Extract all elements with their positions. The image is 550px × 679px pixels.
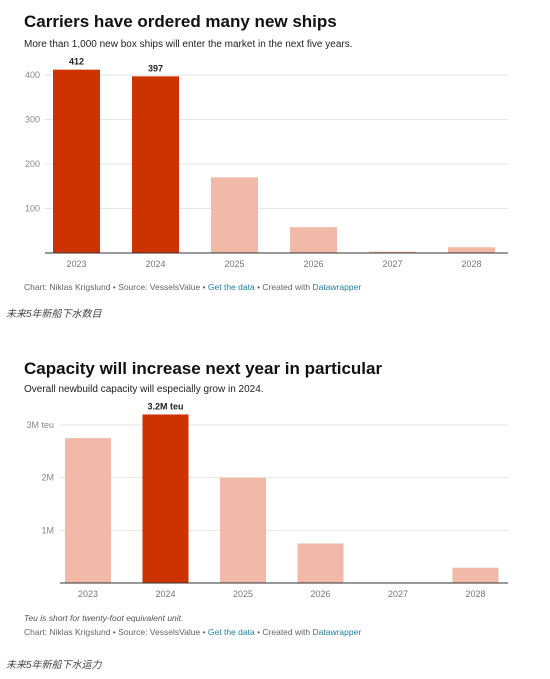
bar-2023 <box>65 438 111 583</box>
image-caption: 未来5年新船下水数目 <box>6 309 102 320</box>
y-tick-label: 200 <box>25 159 40 169</box>
bar-2026 <box>290 227 337 253</box>
x-tick-label: 2023 <box>66 259 86 269</box>
y-tick-label: 1M <box>41 525 54 535</box>
chart-title: Carriers have ordered many new ships <box>24 12 337 31</box>
y-tick-label: 400 <box>25 70 40 80</box>
datawrapper-link[interactable]: Datawrapper <box>312 627 362 637</box>
bar-2027 <box>369 251 416 253</box>
x-tick-label: 2026 <box>303 259 323 269</box>
bar-2024 <box>132 76 179 254</box>
chart-credits: Chart: Niklas Krigslund • Source: Vessel… <box>24 627 361 637</box>
bar-2028 <box>448 247 495 253</box>
bar-2028 <box>452 567 499 583</box>
y-tick-label: 2M <box>41 473 54 483</box>
data-label: 412 <box>69 57 84 67</box>
x-tick-label: 2027 <box>382 259 402 269</box>
x-tick-label: 2025 <box>233 589 253 599</box>
data-label: 397 <box>148 63 163 73</box>
get-the-data-link[interactable]: Get the data <box>207 282 255 292</box>
chart-title: Capacity will increase next year in part… <box>24 359 383 378</box>
get-the-data-link[interactable]: Get the data <box>207 627 255 637</box>
bar-2025 <box>211 177 258 253</box>
y-tick-label: 300 <box>25 115 40 125</box>
data-label: 3.2M teu <box>147 401 183 411</box>
credits-mid-text: • Created with <box>254 282 313 292</box>
bar-chart-ships: 100 200 300 400 412 2023 397 2024 2025 2026 2027 20… <box>25 57 508 269</box>
credits-mid-text: • Created with <box>254 627 313 637</box>
credits-text: Chart: Niklas Krigslund • Source: Vessel… <box>24 282 208 292</box>
chart-1: Carriers have ordered many new ships Mor… <box>0 0 550 330</box>
chart-footnote: Teu is short for twenty-foot equivalent … <box>24 613 184 623</box>
chart-subtitle: Overall newbuild capacity will especiall… <box>24 384 264 395</box>
image-caption: 未来5年新船下水运力 <box>6 660 102 671</box>
x-tick-label: 2028 <box>465 589 485 599</box>
credits-text: Chart: Niklas Krigslund • Source: Vessel… <box>24 627 208 637</box>
chart-subtitle: More than 1,000 new box ships will enter… <box>24 39 353 50</box>
y-tick-label: 3M teu <box>26 420 54 430</box>
bar-2024 <box>142 414 189 583</box>
bar-chart-capacity: 1M 2M 3M teu 2023 3.2M teu 2024 2025 2026 2027 20… <box>26 401 508 599</box>
x-tick-label: 2023 <box>78 589 98 599</box>
bar-2023 <box>53 69 100 253</box>
x-tick-label: 2026 <box>310 589 330 599</box>
x-tick-label: 2024 <box>155 589 175 599</box>
datawrapper-link[interactable]: Datawrapper <box>312 282 362 292</box>
bar-2025 <box>220 477 266 583</box>
y-tick-label: 100 <box>25 204 40 214</box>
chart-credits: Chart: Niklas Krigslund • Source: Vessel… <box>24 282 361 292</box>
x-tick-label: 2024 <box>145 259 165 269</box>
bar-2026 <box>297 543 344 583</box>
x-tick-label: 2025 <box>224 259 244 269</box>
x-tick-label: 2027 <box>388 589 408 599</box>
x-tick-label: 2028 <box>461 259 481 269</box>
chart-2: Capacity will increase next year in part… <box>0 348 550 679</box>
